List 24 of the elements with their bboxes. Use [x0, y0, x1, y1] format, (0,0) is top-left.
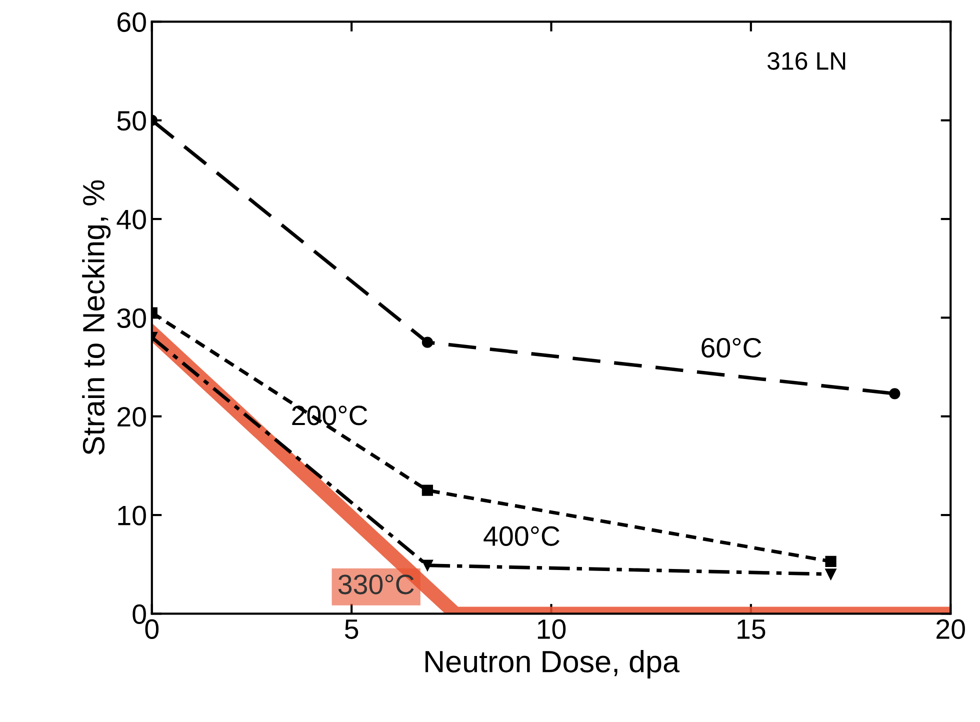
point	[422, 484, 434, 496]
y-tick-label: 60	[118, 12, 146, 32]
series-label: 330°C	[338, 574, 414, 594]
x-tick-label: 20	[936, 619, 965, 639]
x-tick-label: 5	[344, 620, 358, 639]
x-axis-title: Neutron Dose, dpa	[426, 650, 680, 678]
x-tick-label: 15	[738, 620, 766, 639]
x-tick-label: 10	[538, 619, 566, 639]
y-tick-label: 50	[117, 111, 146, 131]
y-tick-label: 40	[116, 210, 146, 230]
y-tick-label: 0	[132, 604, 146, 624]
point	[422, 560, 434, 571]
point	[889, 388, 900, 400]
series-label: 60°C	[702, 338, 762, 358]
annotation: 316 LN	[767, 52, 846, 70]
y-tick-label: 30	[117, 308, 146, 328]
point	[422, 336, 434, 348]
y-tick-label: 10	[118, 506, 146, 526]
point	[825, 556, 836, 567]
y-tick-label: 20	[118, 407, 146, 427]
point	[825, 568, 836, 580]
series-label: 400°C	[484, 526, 560, 546]
x-tick-label: 0	[145, 619, 159, 639]
y-axis-title: Strain to Necking, %	[82, 180, 111, 455]
